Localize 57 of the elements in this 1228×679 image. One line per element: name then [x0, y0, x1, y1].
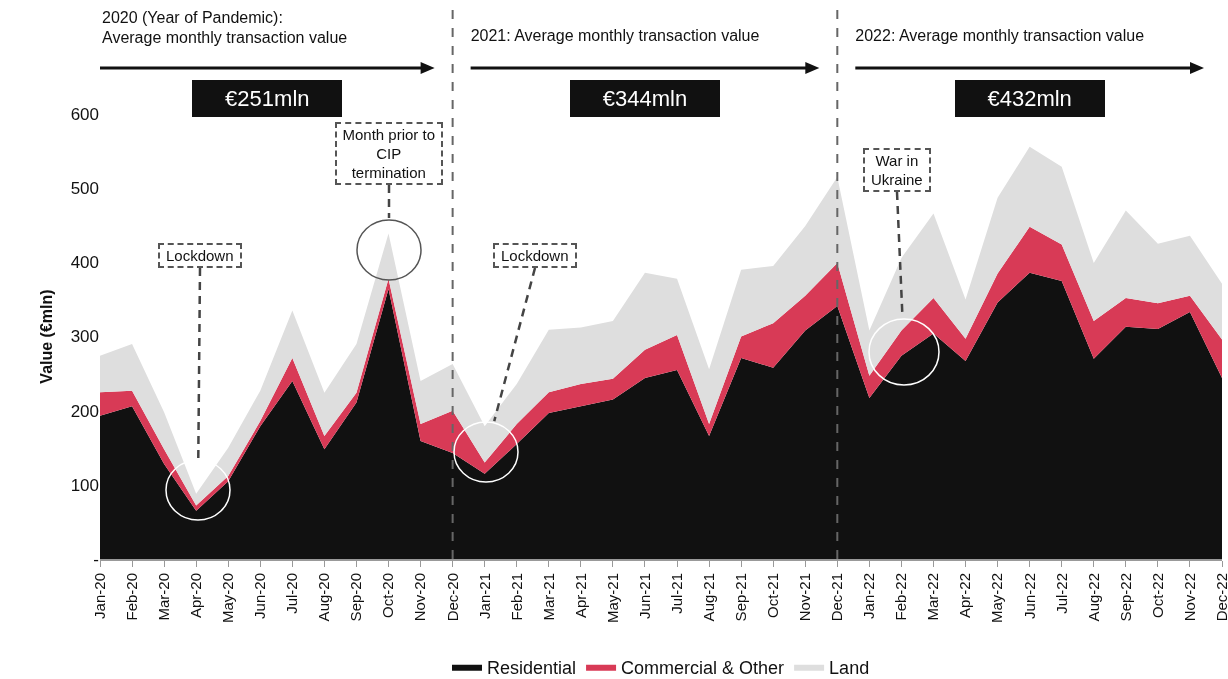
- x-tick-label: Feb-20: [122, 573, 140, 621]
- x-tick-label: Jul-22: [1052, 573, 1070, 614]
- text: 2020 (Year of Pandemic): Average monthly transaction value: [102, 8, 348, 48]
- x-tick-label: Dec-22: [1212, 573, 1228, 622]
- y-tick-label: -: [93, 549, 99, 569]
- dashed-text-box: War in Ukraine: [863, 148, 931, 192]
- x-tick-label: Apr-22: [956, 573, 974, 619]
- x-tick-label: May-22: [988, 573, 1006, 624]
- legend-label: Commercial & Other: [621, 657, 785, 678]
- text: 2022: Average monthly transaction value: [855, 26, 1145, 46]
- x-tick-label: May-20: [219, 573, 237, 624]
- dashed-text-box: Lockdown: [493, 243, 577, 268]
- x-tick-label: Feb-22: [892, 573, 910, 621]
- x-tick-label: Sep-20: [347, 573, 365, 622]
- y-tick-label: 100: [70, 475, 99, 495]
- x-tick-label: Oct-22: [1148, 573, 1166, 619]
- x-tick-label: Mar-20: [154, 573, 172, 621]
- x-tick-label: Jun-22: [1020, 573, 1038, 619]
- x-tick-label: Nov-20: [411, 573, 429, 622]
- dashed-text-box: Lockdown: [158, 243, 242, 268]
- text: €251mln: [192, 80, 343, 117]
- x-tick-label: Dec-20: [443, 573, 461, 622]
- y-tick-label: 200: [70, 401, 99, 421]
- x-tick-label: Jan-21: [475, 573, 493, 619]
- dashed-text-box: Month prior to CIP termination: [334, 122, 444, 185]
- text: €432mln: [954, 80, 1105, 117]
- x-tick-label: Feb-21: [507, 573, 525, 621]
- x-tick-label: Sep-21: [732, 573, 750, 622]
- y-tick-label: 300: [70, 327, 99, 347]
- x-tick-label: Sep-22: [1116, 573, 1134, 622]
- text: €344mln: [569, 80, 720, 117]
- y-tick-label: 400: [70, 253, 99, 273]
- legend-label: Residential: [487, 657, 577, 678]
- x-tick-label: Apr-21: [571, 573, 589, 619]
- x-tick-label: Aug-20: [315, 573, 333, 622]
- y-tick-label: 600: [70, 104, 99, 124]
- y-tick-label: 500: [70, 179, 99, 199]
- text: 2021: Average monthly transaction value: [470, 26, 760, 46]
- x-tick-label: Apr-20: [187, 573, 205, 619]
- x-tick-label: Dec-21: [828, 573, 846, 622]
- x-tick-label: Jan-22: [860, 573, 878, 619]
- x-tick-label: Aug-22: [1084, 573, 1102, 622]
- y-axis-title: Value (€mln): [37, 289, 55, 384]
- x-tick-label: May-21: [603, 573, 621, 624]
- x-tick-label: Jun-20: [251, 573, 269, 619]
- x-tick-label: Oct-21: [764, 573, 782, 619]
- x-tick-label: Mar-21: [539, 573, 557, 621]
- x-tick-label: Jul-20: [283, 573, 301, 614]
- x-tick-label: Nov-22: [1180, 573, 1198, 622]
- x-tick-label: Oct-20: [379, 573, 397, 619]
- x-tick-label: Mar-22: [924, 573, 942, 621]
- legend-label: Land: [829, 657, 870, 678]
- x-tick-label: Aug-21: [699, 573, 717, 622]
- x-tick-label: Nov-21: [796, 573, 814, 622]
- x-tick-label: Jul-21: [667, 573, 685, 614]
- x-tick-label: Jun-21: [635, 573, 653, 619]
- x-tick-label: Jan-20: [90, 573, 108, 619]
